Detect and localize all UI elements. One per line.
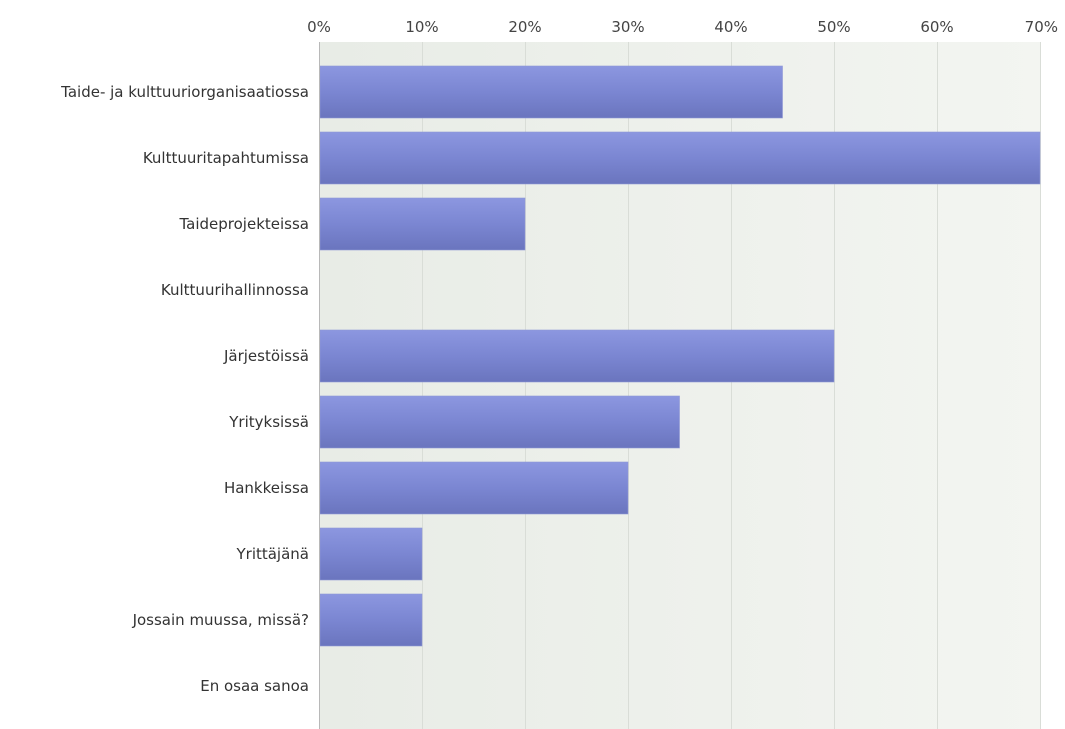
x-tick-label: 50% — [817, 18, 850, 36]
category-label: Yrittäjänä — [235, 545, 309, 563]
bar — [319, 527, 423, 581]
x-tick-label: 60% — [920, 18, 953, 36]
bar — [319, 461, 629, 515]
bar — [319, 329, 835, 383]
category-label: Kulttuurihallinnossa — [161, 281, 309, 299]
bar — [319, 197, 526, 251]
x-tick-label: 20% — [508, 18, 541, 36]
x-tick-label: 10% — [405, 18, 438, 36]
bar — [319, 65, 783, 119]
category-label: Kulttuuritapahtumissa — [143, 149, 309, 167]
category-label: Taide- ja kulttuuriorganisaatiossa — [60, 83, 309, 101]
category-label: Taideprojekteissa — [178, 215, 309, 233]
category-label: En osaa sanoa — [200, 677, 309, 695]
category-label: Järjestöissä — [223, 347, 309, 365]
bar — [319, 593, 423, 647]
bar — [319, 395, 680, 449]
bar — [319, 131, 1041, 185]
category-label: Yrityksissä — [228, 413, 309, 431]
x-tick-label: 40% — [714, 18, 747, 36]
x-tick-label: 30% — [611, 18, 644, 36]
category-label: Jossain muussa, missä? — [132, 611, 309, 629]
x-tick-label: 70% — [1025, 18, 1058, 36]
category-label: Hankkeissa — [224, 479, 309, 497]
x-tick-label: 0% — [307, 18, 331, 36]
